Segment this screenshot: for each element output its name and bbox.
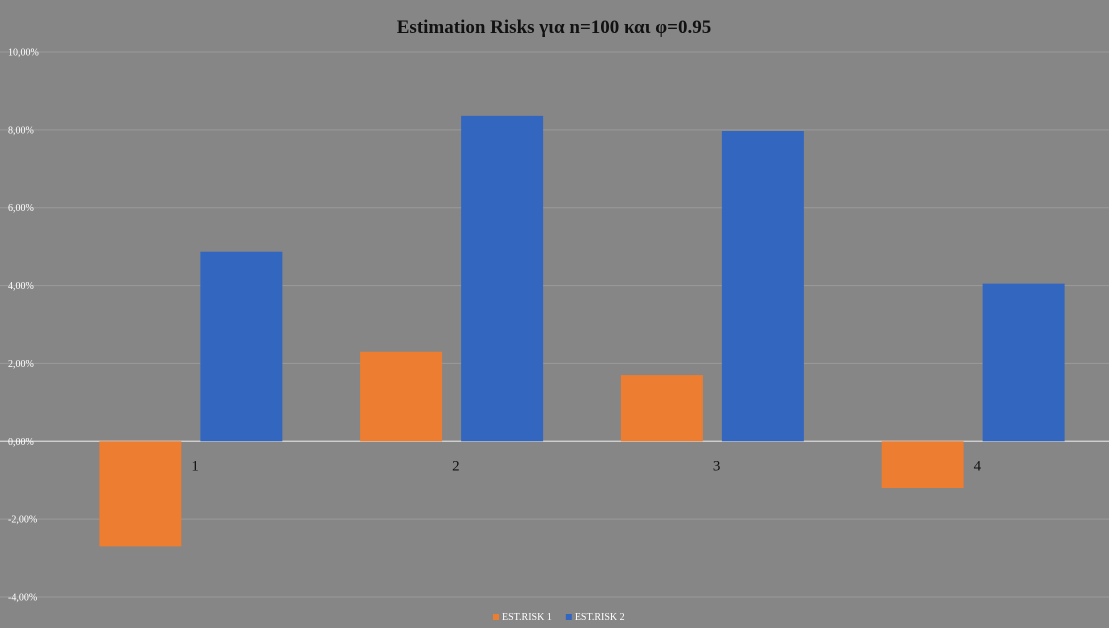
y-tick-label: 2,00% [8,359,34,370]
x-tick-label: 2 [452,458,460,474]
y-tick-label: 4,00% [8,281,34,292]
y-tick-label: 6,00% [8,203,34,214]
legend: EST.RISK 1 EST.RISK 2 [493,612,625,623]
legend-label: EST.RISK 1 [502,612,552,623]
legend-swatch [493,614,499,620]
y-tick-label: 0,00% [8,437,34,448]
bar-est-risk-2-3 [721,131,804,442]
bar-est-risk-1-2 [360,351,443,442]
x-tick-label: 1 [191,458,199,474]
y-tick-label: 8,00% [8,125,34,136]
bar-est-risk-1-1 [99,441,182,547]
bars [99,115,1065,547]
x-tick-label: 3 [713,458,721,474]
bar-est-risk-2-1 [200,251,283,442]
bar-est-risk-1-3 [620,375,703,442]
bar-est-risk-2-4 [982,283,1065,442]
bar-est-risk-2-2 [461,115,544,442]
x-tick-label: 4 [974,458,982,474]
y-tick-label: -4,00% [8,593,37,604]
bar-est-risk-1-4 [881,441,964,488]
gridlines [0,51,1109,598]
chart-title: Estimation Risks για n=100 και φ=0.95 [397,17,711,38]
legend-label: EST.RISK 2 [575,612,625,623]
y-tick-label: -2,00% [8,515,37,526]
legend-swatch [565,614,572,620]
tick-labels: -4,00% -2,00% 0,00% 2,00% 4,00% 6,00% 8,00% 10,… [8,48,982,604]
y-tick-label: 10,00% [8,48,39,59]
